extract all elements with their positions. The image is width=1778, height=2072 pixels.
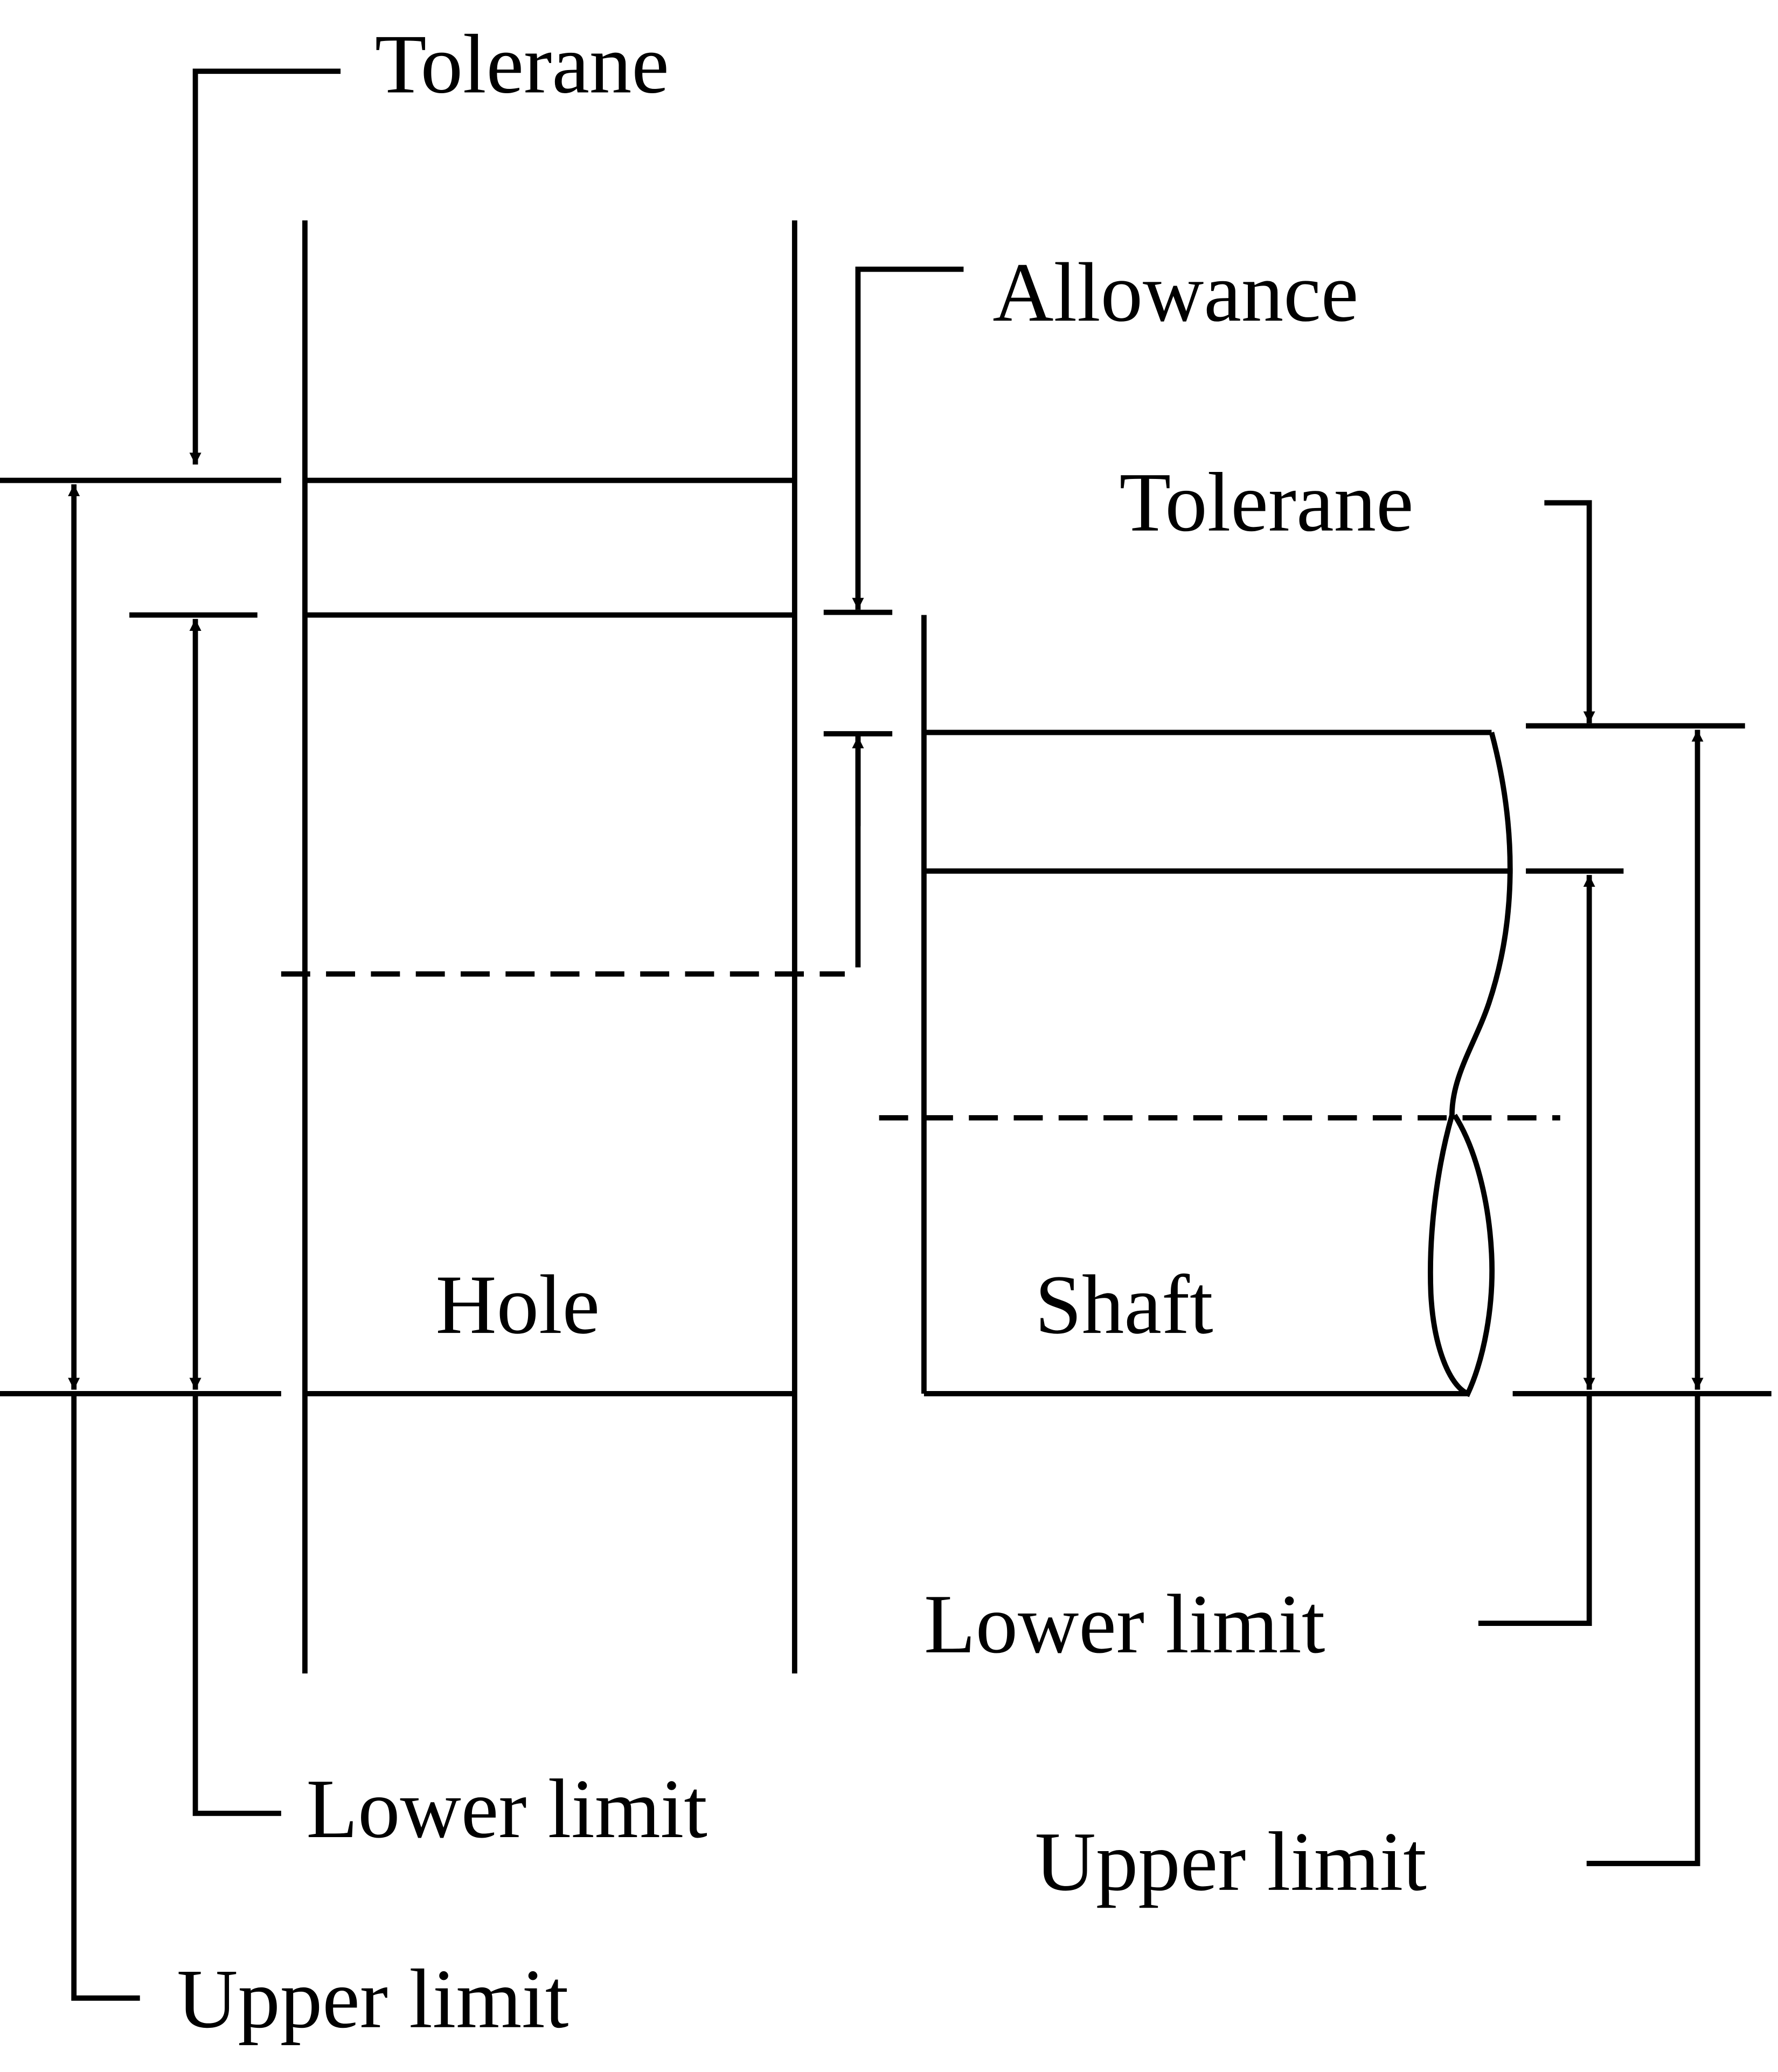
shaft-upper-limit-label: Upper limit [1035, 1814, 1427, 1908]
shaft-upper-limit-leader [1586, 1393, 1700, 1866]
shaft-label: Shaft [1035, 1257, 1213, 1351]
shaft-tolerance-label: Tolerane [1120, 455, 1414, 549]
hole-upper-limit-leader [71, 1393, 140, 2001]
shaft-lower-limit-leader [1478, 1393, 1592, 1626]
hole-tolerance-leader [189, 68, 341, 465]
hole-lower-limit-label: Lower limit [306, 1762, 707, 1855]
shaft-tolerance-leader [1544, 500, 1595, 724]
hole-lower-limit-leader [192, 1393, 281, 1816]
shaft-lower-limit-label: Lower limit [924, 1577, 1325, 1671]
hole-upper-limit-label: Upper limit [177, 1952, 568, 2046]
allowance-label: Allowance [992, 245, 1358, 339]
shaft-break-line [1428, 732, 1513, 1397]
hole-label: Hole [435, 1257, 600, 1351]
allowance-leader [852, 266, 964, 610]
hole-tolerance-label: Tolerane [375, 17, 669, 110]
